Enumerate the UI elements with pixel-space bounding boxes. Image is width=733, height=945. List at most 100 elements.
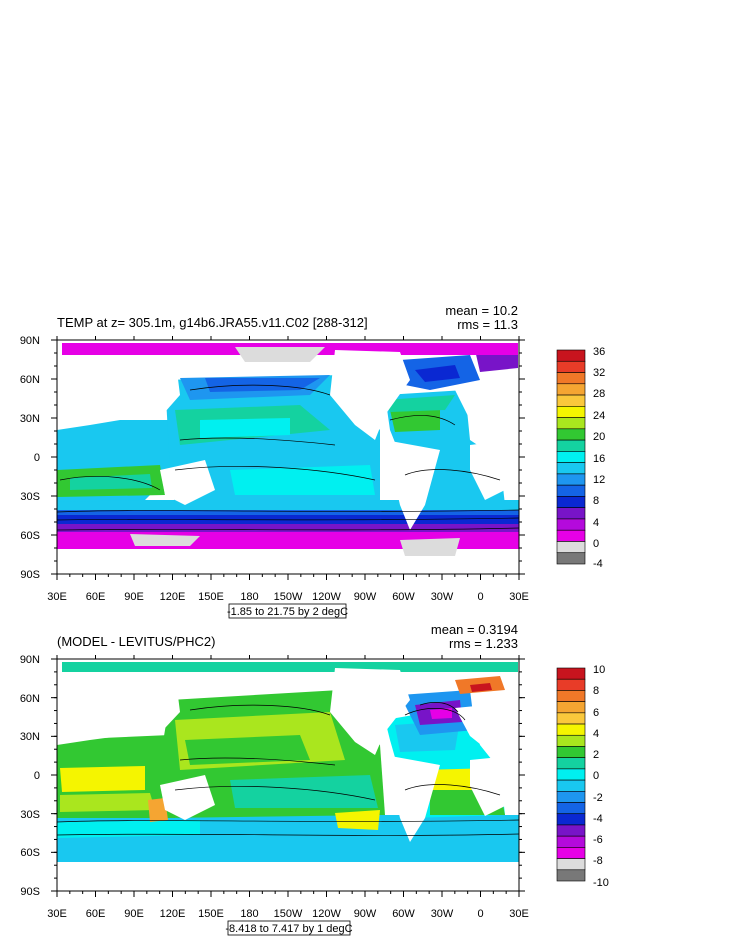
lon-label: 150W — [274, 591, 303, 603]
colorbar-swatch — [556, 552, 586, 565]
colorbar-swatch — [556, 813, 586, 826]
colorbar-label: -4 — [593, 558, 603, 570]
lon-label: 90E — [124, 591, 144, 603]
lat-label: 30N — [20, 413, 40, 425]
colorbar-label: 4 — [593, 517, 599, 529]
colorbar-label: -6 — [593, 834, 603, 846]
colorbar-swatch — [556, 791, 586, 803]
colorbar-swatch — [556, 462, 586, 475]
colorbar-label: 8 — [593, 685, 599, 697]
lat-label: 30N — [20, 731, 40, 743]
lon-label: 150E — [198, 908, 224, 920]
map-field — [57, 659, 519, 891]
colorbar-swatch — [556, 372, 586, 385]
colorbar-swatch — [556, 360, 586, 373]
rms-value: rms = 1.233 — [449, 636, 518, 651]
colorbar-swatch — [556, 779, 586, 792]
colorbar-swatch — [556, 824, 586, 837]
colorbar-swatch — [556, 835, 586, 848]
lon-label: 180 — [240, 591, 258, 603]
lon-label: 60E — [86, 591, 106, 603]
lon-label: 30W — [431, 591, 454, 603]
colorbar-swatch — [556, 847, 586, 859]
lon-label: 90W — [354, 591, 377, 603]
colorbar-swatch — [556, 439, 586, 452]
lon-label: 0 — [477, 908, 483, 920]
colorbar — [556, 349, 586, 565]
lon-label: 120E — [160, 591, 186, 603]
contour-info-box: -1.85 to 21.75 by 2 degC — [227, 603, 348, 619]
colorbar-label: 0 — [593, 770, 599, 782]
colorbar-swatch — [556, 394, 586, 407]
panel-temperature: TEMP at z= 305.1m, g14b6.JRA55.v11.C02 [… — [20, 303, 605, 619]
colorbar-swatch — [556, 417, 586, 430]
colorbar-label: 20 — [593, 431, 605, 443]
lon-label: 60W — [392, 908, 415, 920]
lon-label: 90W — [354, 908, 377, 920]
latitude-labels: 90N 60N 30N 0 30S 60S 90S — [20, 654, 40, 898]
colorbar-swatch — [556, 484, 586, 497]
lon-label: 30W — [431, 908, 454, 920]
colorbar-swatch — [556, 757, 586, 770]
colorbar-labels: 36 32 28 24 20 16 12 8 4 0 -4 — [593, 346, 605, 570]
contour-range-text: -8.418 to 7.417 by 1 degC — [225, 923, 352, 935]
lon-label: 0 — [477, 591, 483, 603]
mean-value: mean = 0.3194 — [431, 622, 518, 637]
lat-label: 90S — [20, 886, 40, 898]
colorbar-label: 0 — [593, 538, 599, 550]
colorbar-swatch — [556, 496, 586, 508]
lon-label: 30E — [47, 591, 67, 603]
panel-title: (MODEL - LEVITUS/PHC2) — [57, 634, 215, 649]
colorbar-swatch — [556, 349, 586, 362]
contour-range-text: -1.85 to 21.75 by 2 degC — [227, 606, 348, 618]
colorbar-labels: 10 8 6 4 2 0 -2 -4 -6 -8 -10 — [593, 664, 609, 889]
lon-label: 90E — [124, 908, 144, 920]
colorbar-label: -2 — [593, 792, 603, 804]
lat-label: 30S — [20, 491, 40, 503]
colorbar — [556, 667, 586, 882]
lat-label: 0 — [34, 770, 40, 782]
colorbar-label: 24 — [593, 410, 605, 422]
colorbar-swatch — [556, 768, 586, 781]
colorbar-swatch — [556, 723, 586, 736]
colorbar-swatch — [556, 746, 586, 758]
colorbar-swatch — [556, 507, 586, 520]
lon-label: 150E — [198, 591, 224, 603]
lon-label: 30E — [509, 591, 529, 603]
colorbar-label: -10 — [593, 877, 609, 889]
colorbar-label: 2 — [593, 749, 599, 761]
lon-label: 120E — [160, 908, 186, 920]
longitude-labels: 30E 60E 90E 120E 150E 180 150W 120W 90W … — [47, 908, 529, 920]
lon-label: 60W — [392, 591, 415, 603]
map-field — [57, 340, 519, 574]
colorbar-swatch — [556, 802, 586, 815]
longitude-labels: 30E 60E 90E 120E 150E 180 150W 120W 90W … — [47, 591, 529, 603]
lat-label: 0 — [34, 452, 40, 464]
latitude-labels: 90N 60N 30N 0 30S 60S 90S — [20, 335, 40, 581]
colorbar-label: 4 — [593, 728, 599, 740]
colorbar-swatch — [556, 734, 586, 747]
colorbar-swatch — [556, 428, 586, 441]
colorbar-label: 36 — [593, 346, 605, 358]
lon-label: 120W — [312, 591, 341, 603]
lat-label: 30S — [20, 809, 40, 821]
colorbar-label: 10 — [593, 664, 605, 676]
mean-value: mean = 10.2 — [445, 303, 518, 318]
panel-difference: (MODEL - LEVITUS/PHC2) mean = 0.3194 rms… — [20, 622, 609, 936]
lat-label: 60N — [20, 693, 40, 705]
lon-label: 30E — [47, 908, 67, 920]
colorbar-swatch — [556, 858, 586, 871]
colorbar-swatch — [556, 701, 586, 714]
lon-label: 120W — [312, 908, 341, 920]
lon-label: 180 — [240, 908, 258, 920]
colorbar-label: 12 — [593, 474, 605, 486]
colorbar-label: -4 — [593, 813, 603, 825]
lon-label: 30E — [509, 908, 529, 920]
colorbar-swatch — [556, 869, 586, 882]
colorbar-swatch — [556, 529, 586, 542]
rms-value: rms = 11.3 — [457, 317, 518, 332]
lat-label: 90N — [20, 654, 40, 666]
colorbar-swatch — [556, 678, 586, 691]
contour-info-box: -8.418 to 7.417 by 1 degC — [225, 920, 353, 936]
